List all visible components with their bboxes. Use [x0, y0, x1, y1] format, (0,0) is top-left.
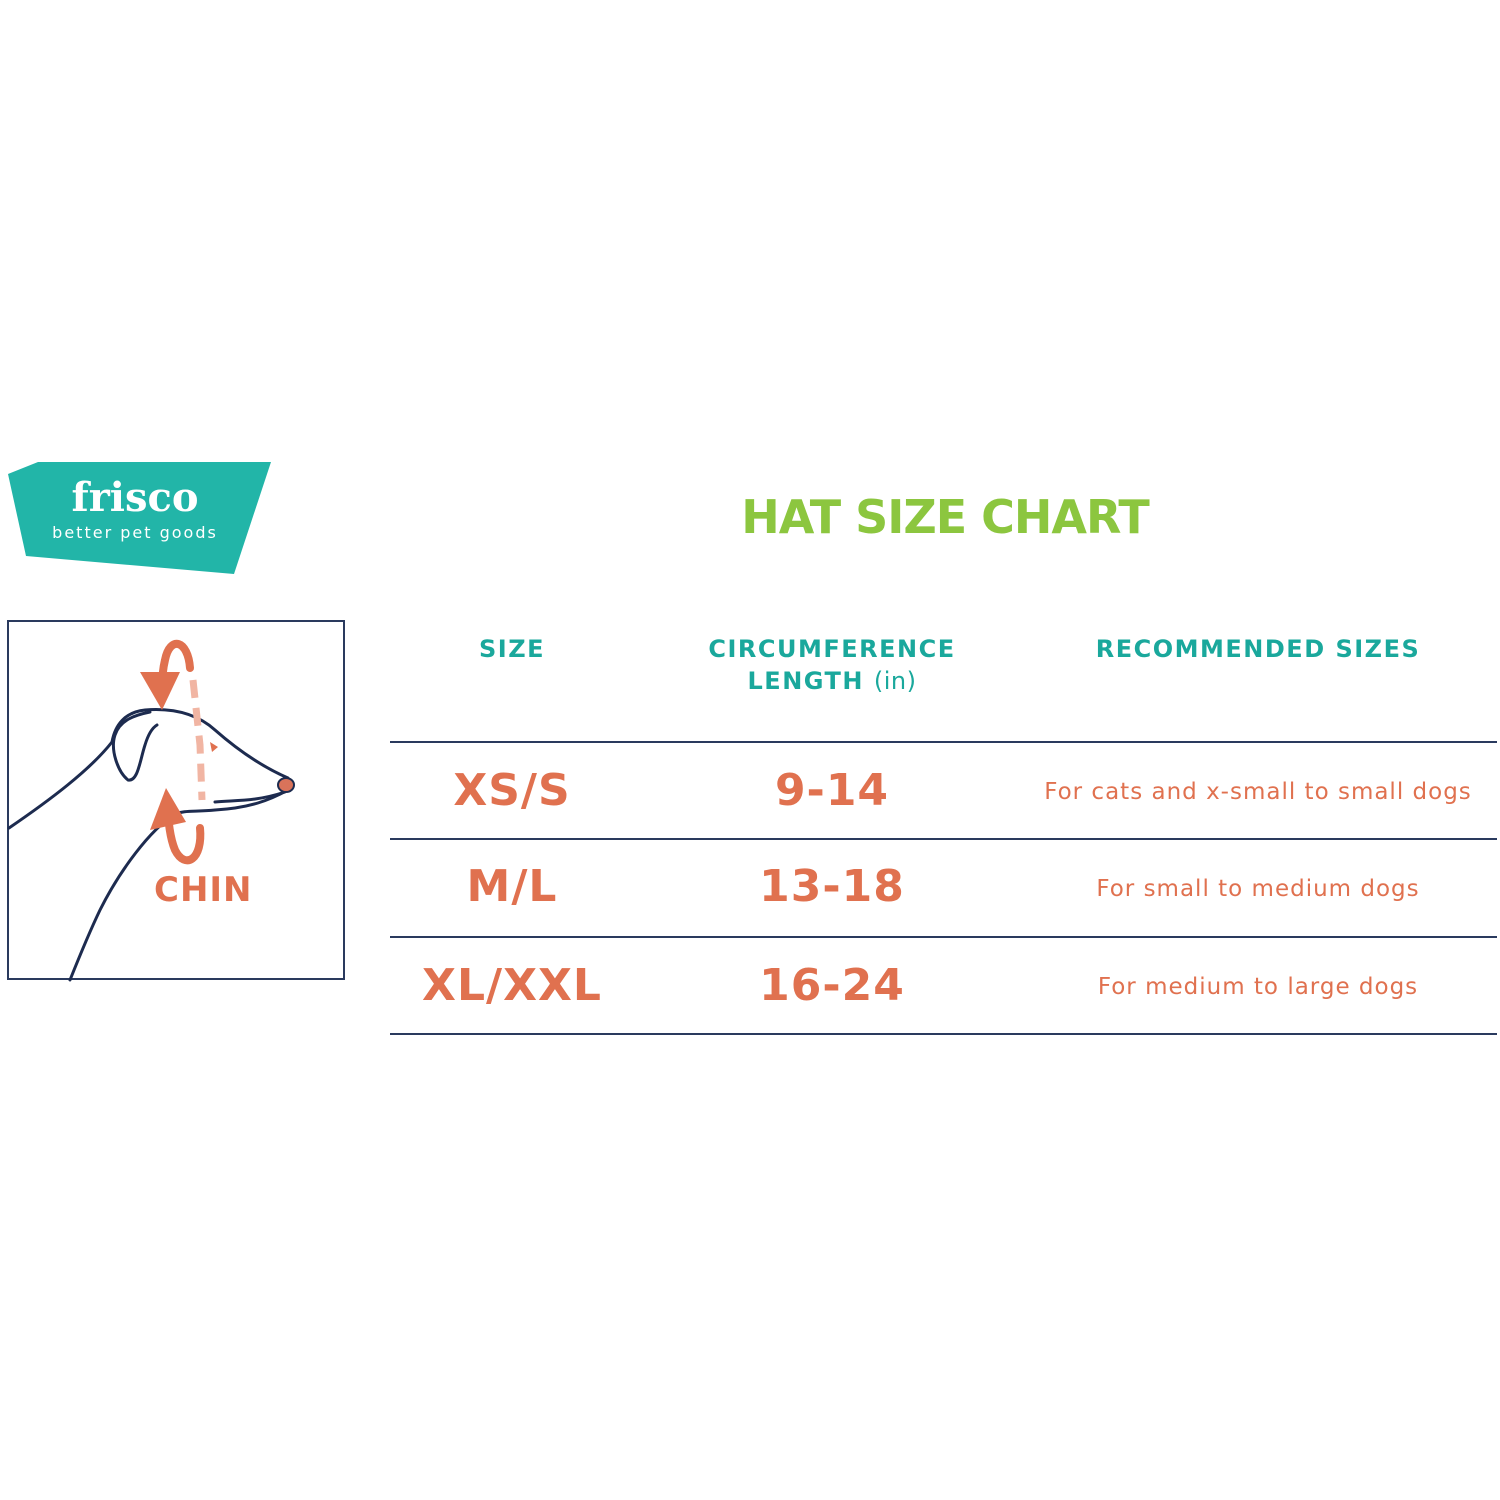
header-circumference-line1: CIRCUMFERENCE	[708, 635, 956, 663]
size-value: M/L	[466, 861, 558, 912]
length-value: 9-14	[774, 765, 890, 816]
size-value: XS/S	[453, 765, 571, 816]
brand-name: frisco	[71, 474, 199, 521]
length-value: 16-24	[759, 960, 905, 1011]
table-divider	[390, 838, 1497, 840]
chin-label: CHIN	[154, 870, 253, 910]
header-size: SIZE	[478, 635, 545, 663]
header-unit: (in)	[873, 667, 917, 695]
header-circumference: CIRCUMFERENCE LENGTH (in)	[672, 633, 992, 697]
recommended-value: For small to medium dogs	[1096, 876, 1420, 902]
recommended-value: For cats and x-small to small dogs	[1044, 779, 1472, 805]
brand-logo-badge	[8, 462, 271, 574]
table-divider	[390, 1033, 1497, 1035]
brand-tagline: better pet goods	[52, 523, 218, 542]
size-value: XL/XXL	[422, 960, 602, 1011]
header-circumference-line2: LENGTH	[747, 667, 865, 695]
dog-measure-illustration	[7, 620, 345, 980]
page-title: HAT SIZE CHART	[741, 490, 1150, 544]
table-divider	[390, 936, 1497, 938]
header-recommended: RECOMMENDED SIZES	[1095, 635, 1421, 663]
dog-head-drawing	[7, 639, 295, 982]
length-value: 13-18	[759, 861, 905, 912]
recommended-value: For medium to large dogs	[1097, 974, 1419, 1000]
table-divider	[390, 741, 1497, 743]
